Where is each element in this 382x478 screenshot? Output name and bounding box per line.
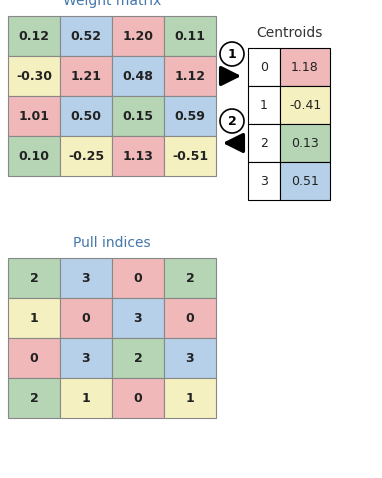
Bar	[60, 258, 112, 298]
Bar	[8, 338, 60, 378]
Text: 1: 1	[82, 391, 91, 404]
Text: 1.01: 1.01	[18, 109, 50, 122]
Bar	[60, 16, 112, 56]
Bar	[164, 136, 216, 176]
Bar	[164, 338, 216, 378]
Bar	[248, 124, 280, 162]
Text: Weight matrix: Weight matrix	[63, 0, 161, 8]
Bar	[60, 298, 112, 338]
Bar	[164, 16, 216, 56]
Bar	[248, 86, 280, 124]
Text: 0.12: 0.12	[18, 30, 50, 43]
Text: 3: 3	[134, 312, 142, 325]
Text: 2: 2	[30, 391, 38, 404]
Text: 2: 2	[228, 115, 236, 128]
Bar	[8, 96, 60, 136]
Text: 0: 0	[134, 391, 142, 404]
Text: 1.18: 1.18	[291, 61, 319, 74]
Text: 0.11: 0.11	[175, 30, 206, 43]
Text: 0.51: 0.51	[291, 174, 319, 187]
Circle shape	[220, 109, 244, 133]
Text: 3: 3	[260, 174, 268, 187]
Bar	[164, 298, 216, 338]
Bar	[112, 258, 164, 298]
Bar	[164, 96, 216, 136]
Bar	[280, 162, 330, 200]
Text: 0.15: 0.15	[123, 109, 154, 122]
Text: 2: 2	[260, 137, 268, 150]
Bar	[112, 56, 164, 96]
Text: 0: 0	[30, 351, 38, 365]
Text: 1: 1	[186, 391, 194, 404]
Bar	[8, 378, 60, 418]
Text: -0.25: -0.25	[68, 150, 104, 163]
Bar	[8, 258, 60, 298]
Text: 0.13: 0.13	[291, 137, 319, 150]
Text: 0.10: 0.10	[18, 150, 50, 163]
Text: 1.20: 1.20	[123, 30, 154, 43]
Bar	[8, 56, 60, 96]
Bar	[112, 378, 164, 418]
Bar	[60, 96, 112, 136]
Text: 0: 0	[260, 61, 268, 74]
Text: 1: 1	[30, 312, 38, 325]
Bar	[248, 162, 280, 200]
Bar	[164, 258, 216, 298]
Circle shape	[220, 42, 244, 66]
Text: 1: 1	[260, 98, 268, 111]
Bar	[280, 86, 330, 124]
Text: 0: 0	[82, 312, 91, 325]
Bar	[8, 298, 60, 338]
Text: Pull indices: Pull indices	[73, 236, 151, 250]
Text: 0.48: 0.48	[123, 69, 154, 83]
Text: 3: 3	[82, 272, 90, 284]
Text: 2: 2	[186, 272, 194, 284]
Text: 3: 3	[186, 351, 194, 365]
Text: 1.21: 1.21	[71, 69, 102, 83]
Text: 0.59: 0.59	[175, 109, 206, 122]
Text: 0: 0	[186, 312, 194, 325]
Text: -0.30: -0.30	[16, 69, 52, 83]
Bar	[112, 96, 164, 136]
Text: 1: 1	[228, 47, 236, 61]
Text: Centroids: Centroids	[256, 26, 322, 40]
Text: 3: 3	[82, 351, 90, 365]
Bar	[8, 136, 60, 176]
Bar	[8, 16, 60, 56]
Bar	[60, 56, 112, 96]
Bar	[280, 48, 330, 86]
Bar	[164, 378, 216, 418]
Text: -0.41: -0.41	[289, 98, 321, 111]
Text: 1.13: 1.13	[123, 150, 154, 163]
Text: 1.12: 1.12	[175, 69, 206, 83]
Bar	[60, 338, 112, 378]
Text: 0: 0	[134, 272, 142, 284]
Text: 2: 2	[134, 351, 142, 365]
Bar	[112, 16, 164, 56]
Text: 0.52: 0.52	[71, 30, 102, 43]
Bar	[112, 298, 164, 338]
Text: 0.50: 0.50	[71, 109, 102, 122]
Bar	[60, 136, 112, 176]
Bar	[112, 338, 164, 378]
Text: 2: 2	[30, 272, 38, 284]
Bar	[164, 56, 216, 96]
Bar	[248, 48, 280, 86]
Bar	[112, 136, 164, 176]
Text: -0.51: -0.51	[172, 150, 208, 163]
Bar	[280, 124, 330, 162]
Bar	[60, 378, 112, 418]
